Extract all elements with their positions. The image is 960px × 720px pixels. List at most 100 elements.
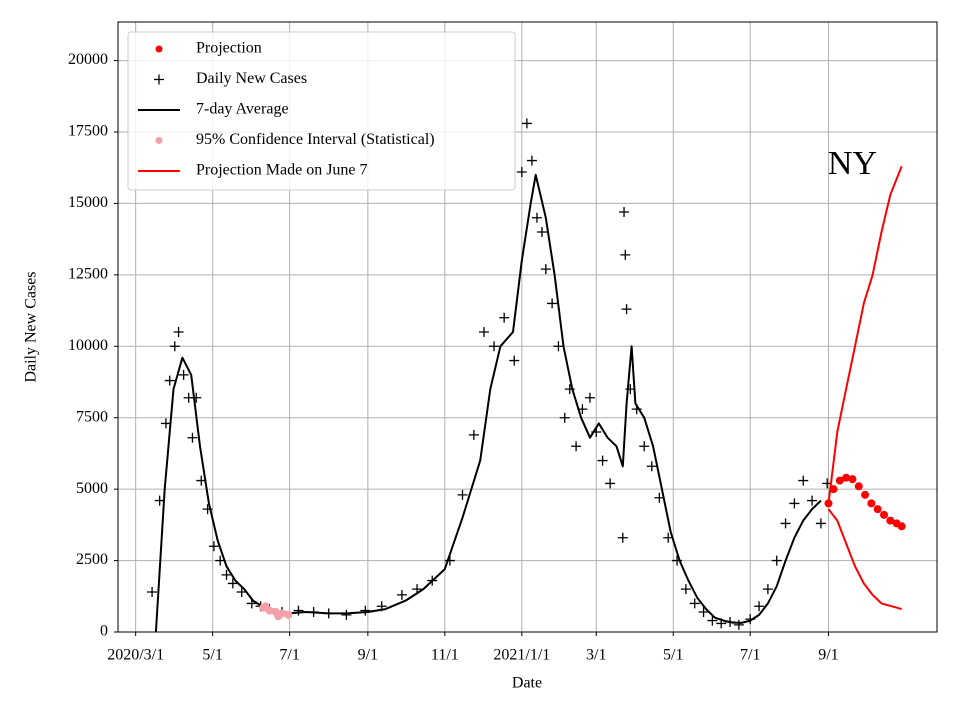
- dot-marker: [278, 609, 287, 618]
- plus-marker: [689, 598, 700, 609]
- plus-marker: [617, 532, 628, 543]
- y-tick-label: 12500: [68, 266, 108, 283]
- x-tick-label: 5/1: [663, 647, 683, 664]
- dot-marker: [873, 505, 882, 514]
- axes-frame: [117, 21, 938, 633]
- average-line: [154, 173, 822, 633]
- y-tick-label: 15000: [68, 194, 108, 211]
- dot-marker: [848, 475, 857, 484]
- y-tick-label: 10000: [68, 337, 108, 354]
- lower-bound-line: [827, 508, 902, 611]
- dot-marker: [824, 499, 833, 508]
- plus-marker: [154, 74, 164, 85]
- plus-marker: [789, 498, 800, 509]
- dot-marker: [897, 522, 906, 531]
- legend-dot: [155, 45, 163, 53]
- plus-marker: [540, 264, 551, 275]
- plus-marker: [169, 341, 180, 352]
- plus-marker: [553, 341, 564, 352]
- plus-marker: [468, 429, 479, 440]
- dot-marker: [886, 516, 895, 525]
- dot-marker: [265, 606, 274, 615]
- plus-marker: [516, 167, 527, 177]
- y-tick-label: 17500: [68, 123, 108, 140]
- plus-marker: [815, 518, 826, 529]
- y-tick-label: 20000: [68, 51, 108, 68]
- plus-marker: [780, 518, 791, 529]
- legend-label: Projection: [196, 40, 262, 57]
- dot-marker: [867, 499, 876, 508]
- plus-marker: [698, 607, 709, 617]
- plus-marker: [639, 441, 650, 452]
- plus-marker: [584, 392, 595, 403]
- plus-marker: [571, 441, 582, 452]
- plus-marker: [191, 392, 202, 403]
- x-tick-label: 2021/1/1: [493, 647, 550, 664]
- x-tick-label: 2020/3/1: [107, 647, 164, 664]
- x-tick-label: 5/1: [202, 647, 222, 664]
- plus-marker: [621, 304, 632, 315]
- plus-marker: [236, 587, 247, 597]
- plot-area: [147, 118, 906, 633]
- plus-marker: [559, 412, 570, 423]
- legend-label: Daily New Cases: [196, 70, 307, 87]
- upper-bound-line: [827, 165, 903, 504]
- plus-marker: [187, 432, 198, 443]
- plus-marker: [360, 605, 371, 616]
- dot-marker: [284, 610, 293, 619]
- plus-marker: [173, 327, 184, 337]
- plus-marker: [227, 578, 238, 589]
- plus-marker: [762, 584, 773, 595]
- plus-marker: [208, 541, 219, 552]
- legend-label: 95% Confidence Interval (Statistical): [196, 131, 435, 148]
- plus-marker: [154, 495, 165, 506]
- plus-marker: [798, 475, 809, 486]
- plus-marker: [620, 249, 631, 260]
- y-tick-label: 2500: [76, 551, 108, 568]
- plus-marker: [547, 298, 558, 309]
- dot-marker: [879, 510, 888, 519]
- x-tick-label: 9/1: [818, 647, 838, 664]
- dot-marker: [835, 476, 844, 485]
- plus-marker: [457, 489, 468, 500]
- plus-marker: [147, 587, 158, 597]
- plus-marker: [646, 461, 657, 472]
- plus-marker: [221, 569, 232, 580]
- dot-marker: [829, 485, 838, 494]
- plus-marker: [733, 619, 744, 630]
- plus-marker: [537, 227, 548, 237]
- plus-marker: [178, 369, 189, 380]
- plus-marker: [619, 207, 630, 217]
- legend-dot: [155, 137, 163, 144]
- plus-marker: [160, 418, 171, 429]
- plus-marker: [489, 341, 500, 352]
- legend-label: Projection Made on June 7: [196, 162, 368, 179]
- plus-marker: [293, 605, 304, 616]
- plus-marker: [771, 555, 782, 566]
- legend-label: 7-day Average: [196, 101, 289, 118]
- x-axis-label: Date: [512, 675, 542, 692]
- plus-marker: [526, 155, 537, 166]
- x-tick-label: 9/1: [358, 647, 378, 664]
- dot-marker: [854, 482, 863, 491]
- dot-marker: [842, 473, 851, 482]
- plus-marker: [605, 478, 616, 489]
- plus-marker: [597, 455, 608, 466]
- plus-marker: [521, 118, 532, 129]
- y-axis-label: Daily New Cases: [23, 271, 40, 382]
- plus-marker: [680, 584, 691, 595]
- dot-marker: [861, 490, 870, 499]
- plus-marker: [531, 212, 542, 223]
- x-tick-label: 11/1: [431, 647, 459, 664]
- plus-marker: [499, 312, 510, 323]
- plus-marker: [509, 355, 520, 366]
- plus-marker: [707, 615, 718, 626]
- annotation: NY: [828, 145, 877, 182]
- x-tick-label: 3/1: [586, 647, 606, 664]
- y-tick-label: 0: [100, 623, 108, 640]
- plus-marker: [807, 495, 818, 506]
- plus-marker: [341, 609, 352, 620]
- plus-marker: [478, 327, 489, 337]
- y-tick-label: 7500: [76, 408, 108, 425]
